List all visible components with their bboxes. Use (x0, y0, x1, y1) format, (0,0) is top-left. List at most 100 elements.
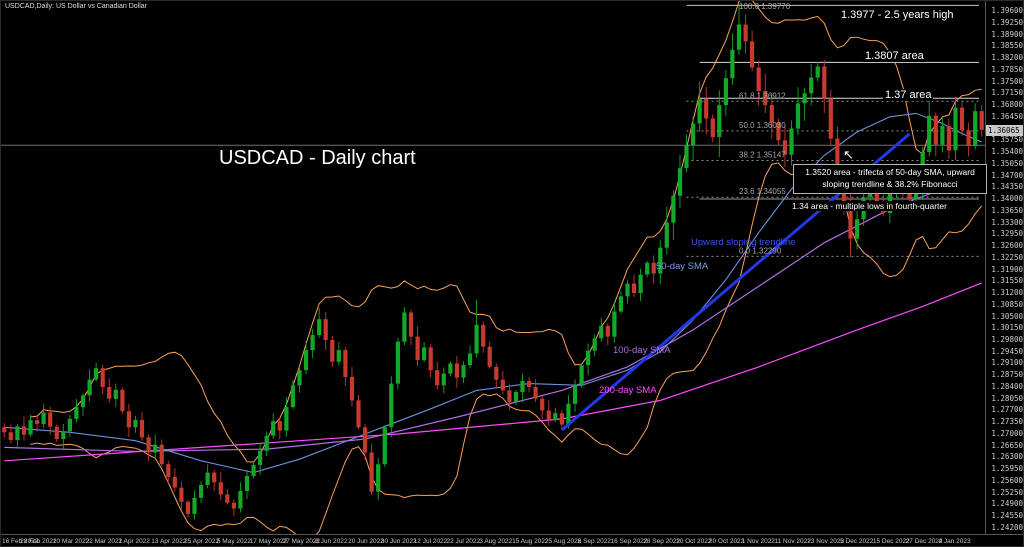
time-axis-label: 20 Jun 2022 (348, 538, 384, 545)
time-axis-label: 20 Oct 2022 (708, 538, 745, 545)
fibonacci-label: 23.6 1.34055 (739, 187, 786, 196)
time-axis-label: 16 Feb 2022 (2, 538, 39, 545)
trendline-label[interactable]: Upward sloping trendline (691, 237, 796, 248)
sma100-label[interactable]: 100-day SMA (613, 345, 671, 356)
price-axis-label: 1.37150 (991, 88, 1023, 98)
time-axis-label: 1 Nov 2022 (741, 538, 775, 545)
candles (2, 5, 984, 520)
price-axis-label: 1.36800 (991, 100, 1023, 110)
price-axis-label: 1.31550 (991, 276, 1023, 286)
price-axis-label: 1.32950 (991, 229, 1023, 239)
price-axis-label: 1.25950 (991, 464, 1023, 474)
bollinger-upper-band (30, 1, 982, 463)
price-axis-label: 1.37500 (991, 76, 1023, 86)
price-axis-label: 1.33650 (991, 205, 1023, 215)
price-axis-label: 1.38550 (991, 41, 1023, 51)
time-axis-label: 25 Aug 2022 (544, 538, 582, 545)
price-axis-label: 1.39600 (991, 6, 1023, 16)
price-axis-label: 1.27000 (991, 428, 1023, 438)
price-axis-label: 1.26300 (991, 452, 1023, 462)
price-axis-label: 1.36450 (991, 111, 1023, 121)
price-axis-label: 1.31900 (991, 264, 1023, 274)
time-axis-label: 23 Nov 2022 (807, 538, 845, 545)
time-axis-label: 11 Nov 2022 (774, 538, 811, 545)
price-axis-label: 1.25600 (991, 475, 1023, 485)
time-axis-label: 15 Dec 2022 (872, 538, 910, 545)
price-axis-label: 1.34700 (991, 170, 1023, 180)
fibonacci-label: 61.8 1.36912 (739, 91, 786, 100)
sma50-label[interactable]: 50-day SMA (656, 261, 709, 272)
price-axis-label: 1.39250 (991, 17, 1023, 27)
fibonacci-label: 100.0 1.39770 (739, 2, 791, 11)
time-axis-label: 22 Jul 2022 (446, 538, 481, 545)
time-axis-label: 22 Mar 2022 (85, 538, 123, 545)
time-axis-label: 28 Sep 2022 (643, 538, 681, 545)
time-axis-label: 5 May 2022 (216, 538, 251, 545)
price-axis-label: 1.24550 (991, 511, 1023, 521)
price-axis-label: 1.29450 (991, 346, 1023, 356)
price-axis-label: 1.32250 (991, 252, 1023, 262)
time-axis-label: 10 Oct 2022 (676, 538, 712, 545)
high-annotation[interactable]: 1.3977 - 2.5 years high (841, 9, 954, 21)
sma100-line (4, 176, 982, 453)
price-axis-label: 1.37850 (991, 64, 1023, 74)
time-axis-label: 17 May 2022 (249, 538, 288, 545)
price-axis-label: 1.28400 (991, 381, 1023, 391)
time-axis-label: 25 Apr 2022 (184, 538, 220, 545)
area-137-annotation[interactable]: 1.37 area (883, 89, 934, 101)
time-axis-label: 3 Aug 2022 (479, 538, 513, 545)
price-axis-label: 1.33300 (991, 217, 1023, 227)
area-3807-annotation[interactable]: 1.3807 area (863, 50, 926, 62)
time-axis-label: 10 Mar 2022 (52, 538, 90, 545)
price-axis-label: 1.26650 (991, 440, 1023, 450)
time-axis-label: 6 Sep 2022 (577, 538, 611, 545)
price-axis-label: 1.38900 (991, 29, 1023, 39)
time-axis-label: 27 May 2022 (282, 538, 321, 545)
price-axis-label: 1.24900 (991, 499, 1023, 509)
time-axis[interactable]: 16 Feb 2022 28 Feb 2022 10 Mar 2022 22 Mar … (1, 534, 1023, 546)
time-axis-label: 30 Jun 2022 (380, 538, 417, 545)
chart-plot[interactable]: 100.0 1.39770 61.8 1.36912 50.0 1.36030 38.… (1, 1, 1024, 534)
current-price-badge: 1.36065 (986, 124, 1023, 137)
time-axis-label: 12 Jul 2022 (413, 538, 448, 545)
time-axis-label: 28 Feb 2022 (20, 538, 57, 545)
price-axis-label: 1.28750 (991, 370, 1023, 380)
price-axis-label: 1.38200 (991, 53, 1023, 63)
fibonacci-label: 50.0 1.36030 (739, 121, 786, 130)
price-axis-label: 1.29100 (991, 358, 1023, 368)
price-axis-label: 1.28050 (991, 393, 1023, 403)
price-axis-label: 1.27350 (991, 417, 1023, 427)
up-left-arrow-icon[interactable]: ↖ (843, 147, 854, 162)
time-axis-label: 4 Jan 2023 (938, 538, 971, 545)
price-axis-label: 1.34350 (991, 182, 1023, 192)
price-axis-label: 1.32600 (991, 241, 1023, 251)
price-axis-label: 1.34000 (991, 194, 1023, 204)
sma200-line (4, 282, 982, 462)
price-axis-label: 1.31200 (991, 288, 1023, 297)
time-axis-label: 5 Dec 2022 (840, 538, 874, 545)
price-axis[interactable]: 1.24200 1.24550 1.24900 1.25250 1.25600 1.259… (985, 1, 1023, 534)
symbol-label: USDCAD,Daily: US Dollar vs Canadian Doll… (5, 3, 147, 10)
time-axis-label: 16 Sep 2022 (610, 538, 648, 545)
price-axis-label: 1.30850 (991, 299, 1023, 309)
area-134-annotation[interactable]: 1.34 area - multiple lows in fourth-quar… (791, 201, 948, 211)
price-axis-label: 1.30150 (991, 323, 1023, 333)
price-axis-label: 1.29800 (991, 335, 1023, 344)
trifecta-annotation[interactable]: 1.3520 area - trifecta of 50-day SMA, up… (793, 164, 987, 194)
time-axis-label: 13 Apr 2022 (151, 538, 187, 545)
time-axis-label: 15 Aug 2022 (512, 538, 549, 545)
price-axis-label: 1.24200 (991, 522, 1023, 532)
fibonacci-label: 0.0 1.32290 (739, 246, 782, 255)
time-axis-label: 8 Jun 2022 (315, 538, 348, 545)
time-axis-label: 27 Dec 2022 (905, 538, 943, 545)
price-axis-label: 1.35050 (991, 158, 1023, 168)
fibonacci-label: 38.2 1.35147 (739, 151, 786, 160)
sma200-label[interactable]: 200-day SMA (599, 385, 657, 396)
price-axis-label: 1.27700 (991, 405, 1023, 415)
price-axis-label: 1.35750 (991, 135, 1023, 145)
price-axis-label: 1.35400 (991, 147, 1023, 157)
price-axis-label: 1.30500 (991, 311, 1023, 321)
time-axis-label: 1 Apr 2022 (118, 538, 150, 545)
chart-title-annotation[interactable]: USDCAD - Daily chart (219, 147, 416, 169)
